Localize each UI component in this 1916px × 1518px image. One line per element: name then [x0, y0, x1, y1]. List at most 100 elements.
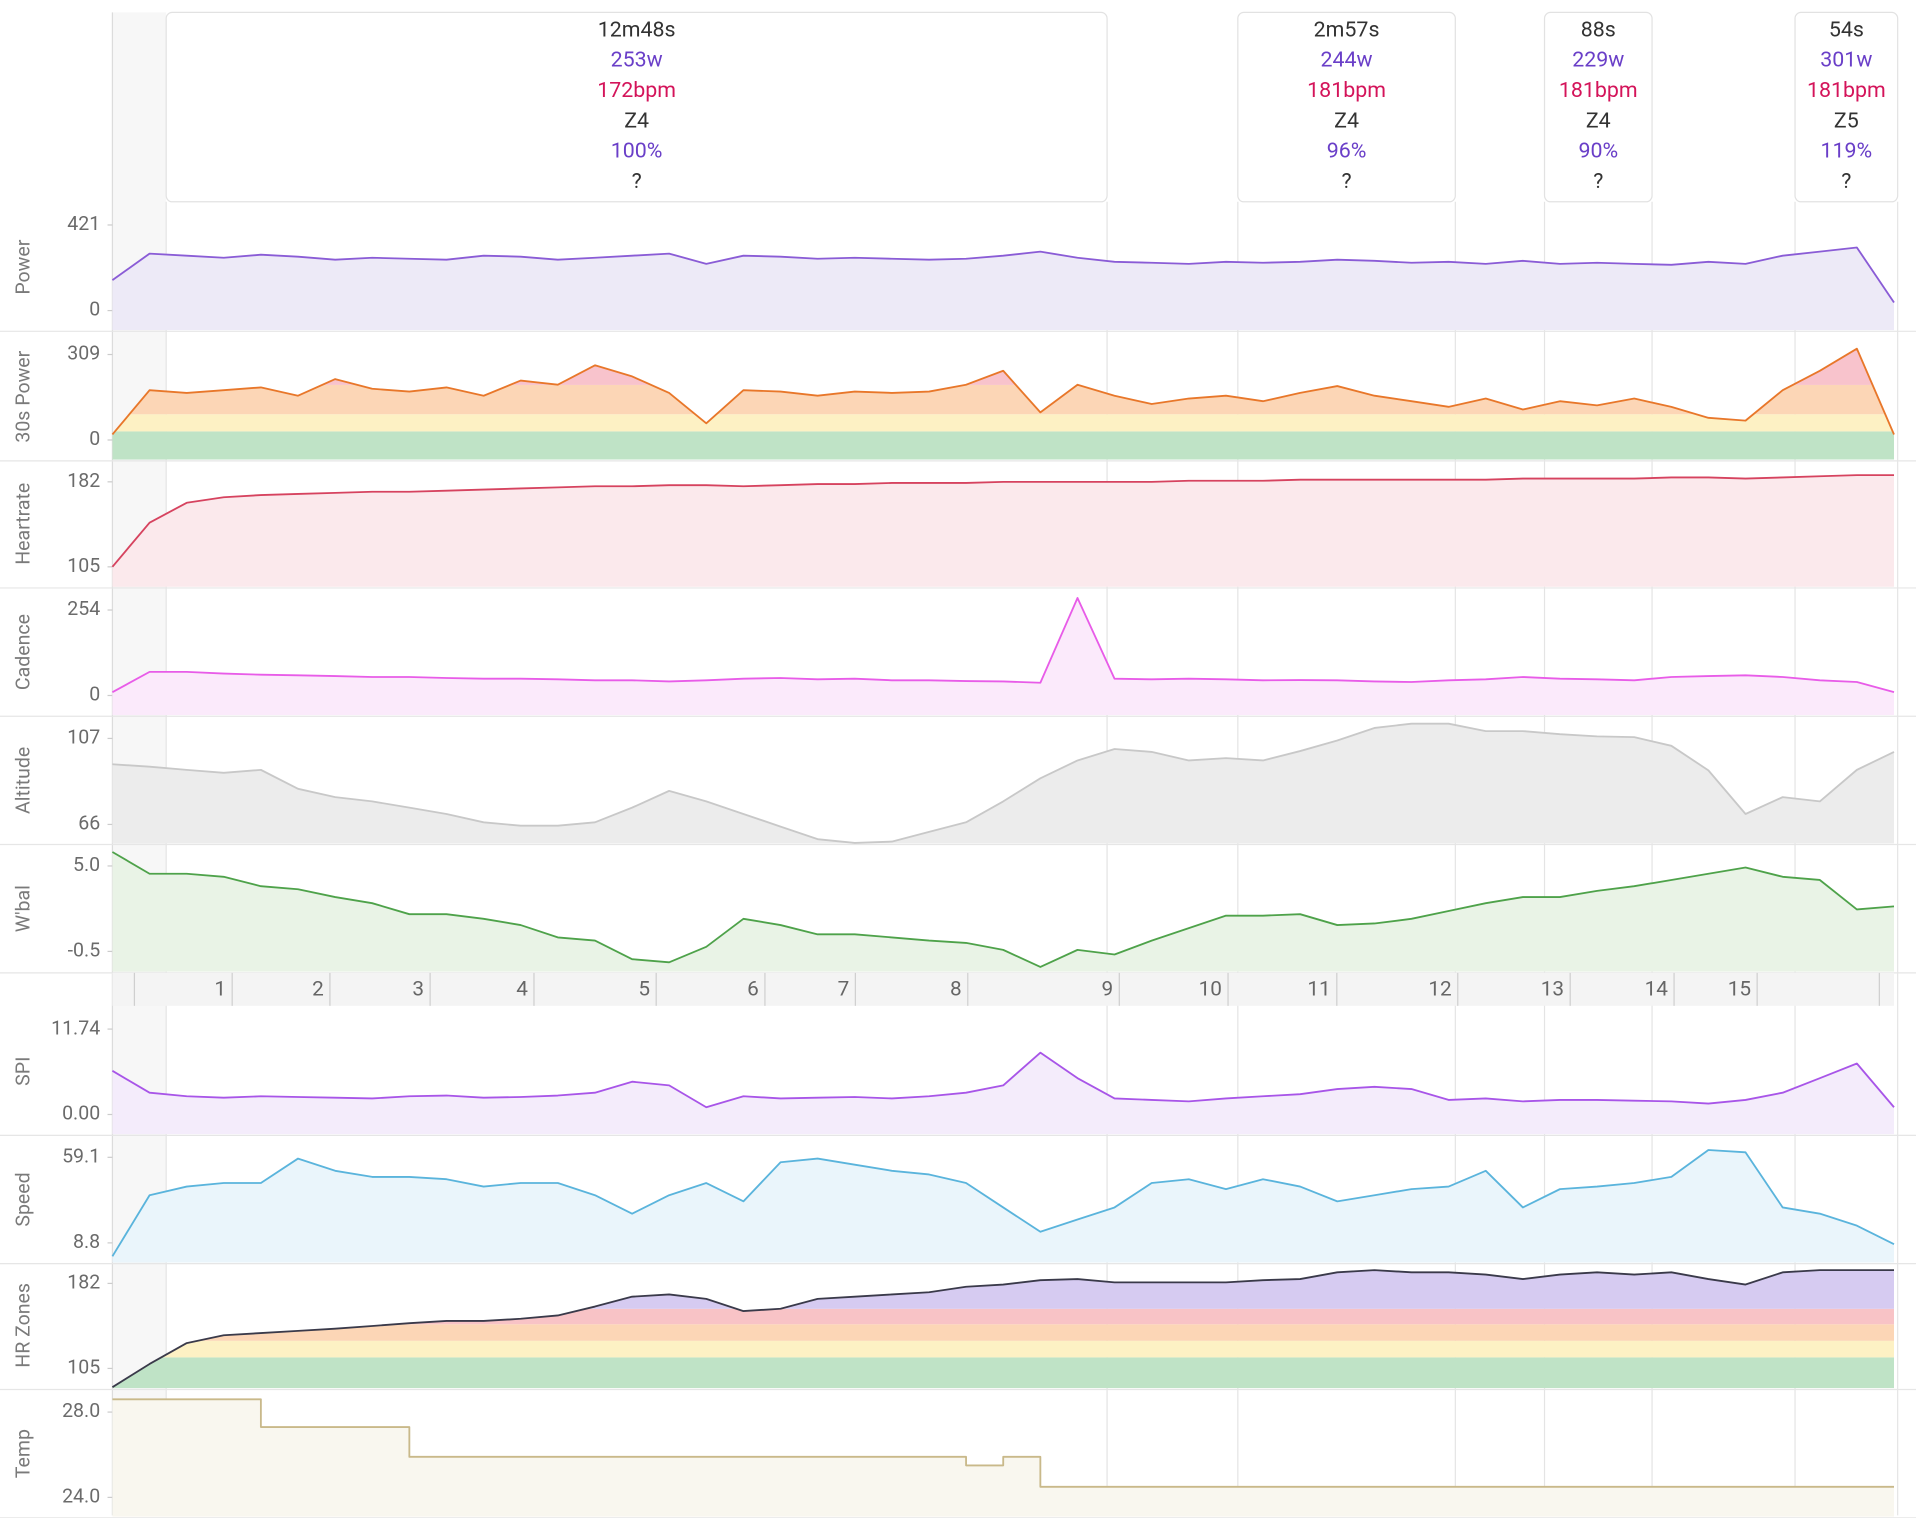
interval-duration: 54s — [1829, 17, 1864, 42]
lap-label: 10 — [1199, 977, 1222, 1001]
y-tick-label: 0 — [89, 427, 100, 450]
y-tick-label: 24.0 — [62, 1485, 100, 1508]
lap-label: 11 — [1307, 977, 1330, 1001]
y-tick-label: 107 — [67, 726, 100, 749]
lap-label: 6 — [747, 977, 759, 1001]
lap-label: 12 — [1428, 977, 1451, 1001]
panel-label: Speed — [12, 1172, 35, 1226]
interval-zone: Z4 — [624, 108, 649, 133]
interval-heartrate: 181bpm — [1807, 78, 1886, 103]
interval-zone: Z5 — [1834, 108, 1859, 133]
y-tick-label: 182 — [67, 469, 100, 492]
y-tick-label: 8.8 — [73, 1230, 100, 1253]
zone-band — [112, 348, 1895, 385]
series-line — [111, 1051, 1895, 1109]
zone-band — [112, 1324, 1895, 1341]
series-line — [111, 474, 1895, 568]
y-tick-label: 0 — [89, 683, 100, 706]
series-line — [111, 851, 1895, 968]
interval-duration: 12m48s — [598, 17, 676, 42]
interval-percent: 96% — [1327, 139, 1367, 164]
y-tick-label: 66 — [78, 812, 100, 835]
area-fill — [112, 597, 1895, 716]
interval-duration: 2m57s — [1314, 17, 1380, 42]
panel-label: SPI — [12, 1057, 35, 1086]
lap-label: 4 — [516, 977, 528, 1001]
y-tick-label: 28.0 — [62, 1399, 100, 1422]
interval-heartrate: 181bpm — [1307, 78, 1386, 103]
lap-label: 13 — [1541, 977, 1564, 1001]
y-tick-label: 421 — [67, 212, 100, 235]
lap-label: 5 — [638, 977, 650, 1001]
y-tick-label: -0.5 — [68, 939, 101, 962]
zone-bands — [112, 348, 1895, 460]
interval-zone: Z4 — [1586, 108, 1611, 133]
panel-label: Power — [12, 239, 35, 294]
panel-label: Altitude — [12, 747, 35, 814]
interval-duration: 88s — [1581, 17, 1616, 42]
y-tick-label: 254 — [67, 597, 100, 620]
y-tick-label: 105 — [67, 554, 100, 577]
area-fill — [112, 851, 1895, 972]
panel-label: W'bal — [12, 885, 35, 932]
lap-label: 1 — [214, 977, 226, 1001]
interval-box — [1543, 11, 1653, 203]
interval-box — [165, 11, 1108, 203]
area-fill — [112, 247, 1895, 331]
interval-note: ? — [1841, 169, 1851, 194]
zone-band — [112, 1357, 1895, 1389]
series-line — [111, 597, 1895, 694]
area-fill — [112, 475, 1895, 587]
lap-axis — [112, 972, 1895, 1006]
y-tick-label: 105 — [67, 1356, 100, 1379]
interval-power: 253w — [611, 48, 663, 73]
lap-label: 8 — [950, 977, 962, 1001]
series-line — [111, 1269, 1895, 1388]
interval-heartrate: 172bpm — [597, 78, 676, 103]
panel-label: 30s Power — [12, 350, 35, 442]
y-tick-label: 0.00 — [62, 1102, 100, 1125]
zone-band — [112, 431, 1895, 460]
area-fill — [112, 723, 1895, 844]
lap-label: 7 — [838, 977, 850, 1001]
area-fill — [112, 1052, 1895, 1135]
lap-label: 3 — [412, 977, 424, 1001]
y-tick-label: 11.74 — [51, 1016, 100, 1039]
series-line — [111, 347, 1895, 436]
series-line — [111, 1149, 1895, 1257]
interval-power: 229w — [1572, 48, 1624, 73]
y-tick-label: 5.0 — [73, 853, 100, 876]
panel-label: Cadence — [12, 614, 35, 690]
series-line — [112, 1398, 1895, 1488]
lap-label: 14 — [1645, 977, 1669, 1001]
zone-band — [112, 414, 1895, 432]
interval-note: ? — [1342, 169, 1352, 194]
interval-percent: 100% — [611, 139, 663, 164]
interval-box — [1237, 11, 1456, 203]
area-fill — [112, 1150, 1895, 1263]
panel-label: Heartrate — [12, 483, 35, 565]
interval-note: ? — [632, 169, 642, 194]
zone-band — [112, 1340, 1895, 1358]
interval-percent: 90% — [1578, 139, 1618, 164]
y-tick-label: 182 — [67, 1271, 100, 1294]
lap-label: 15 — [1728, 977, 1751, 1001]
lap-label: 9 — [1102, 977, 1114, 1001]
lap-label: 2 — [312, 977, 324, 1001]
panel-label: HR Zones — [12, 1283, 35, 1368]
series-line — [112, 722, 1895, 844]
interval-note: ? — [1593, 169, 1603, 194]
zone-band — [112, 1308, 1895, 1325]
y-tick-label: 309 — [67, 342, 100, 365]
panel-label: Temp — [12, 1429, 35, 1478]
interval-percent: 119% — [1820, 139, 1872, 164]
zone-band — [112, 1270, 1895, 1309]
interval-heartrate: 181bpm — [1559, 78, 1638, 103]
y-tick-label: 59.1 — [62, 1145, 100, 1168]
interval-power: 301w — [1820, 48, 1872, 73]
series-line — [111, 246, 1895, 303]
interval-box — [1794, 11, 1899, 203]
y-tick-label: 0 — [89, 298, 100, 321]
